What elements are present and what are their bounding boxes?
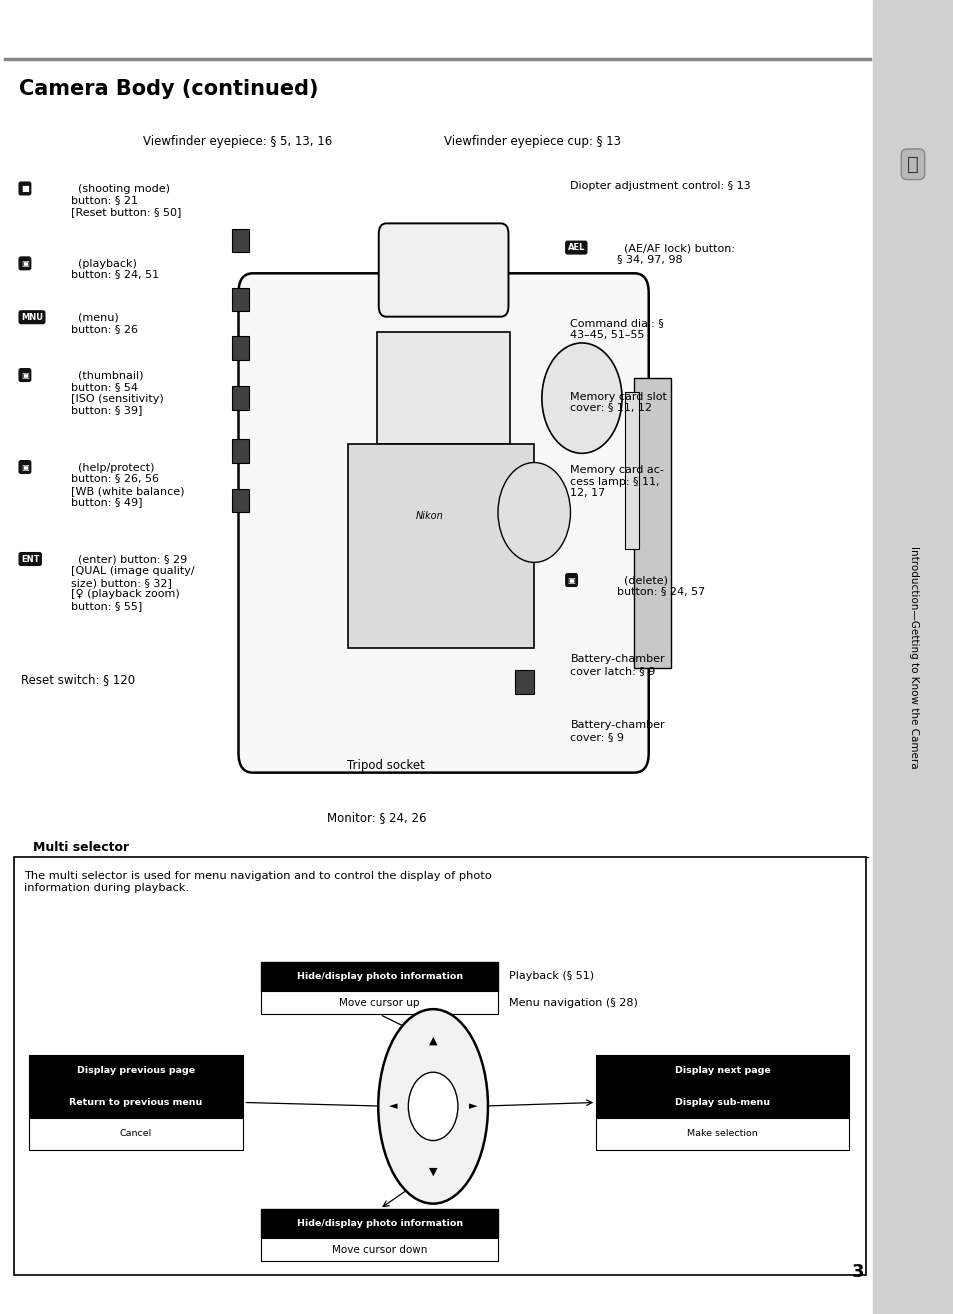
- Bar: [596, 1087, 848, 1118]
- Text: The multi selector is used for menu navigation and to control the display of pho: The multi selector is used for menu navi…: [24, 871, 491, 892]
- Text: ◄: ◄: [389, 1101, 396, 1112]
- Text: Monitor: § 24, 26: Monitor: § 24, 26: [327, 811, 426, 824]
- FancyBboxPatch shape: [238, 273, 648, 773]
- Text: AEL: AEL: [567, 243, 584, 252]
- Text: Hide/display photo information: Hide/display photo information: [296, 972, 462, 980]
- Text: Diopter adjustment control: § 13: Diopter adjustment control: § 13: [570, 181, 750, 192]
- Bar: [261, 1209, 497, 1238]
- Bar: [624, 392, 639, 549]
- Bar: [596, 1118, 848, 1150]
- Text: Battery-chamber
cover: § 9: Battery-chamber cover: § 9: [570, 720, 664, 741]
- Text: Viewfinder eyepiece: § 5, 13, 16: Viewfinder eyepiece: § 5, 13, 16: [143, 135, 332, 148]
- Bar: [232, 229, 249, 252]
- Text: Move cursor down: Move cursor down: [332, 1244, 427, 1255]
- Bar: [232, 288, 249, 311]
- Text: ▣: ▣: [567, 576, 575, 585]
- Bar: [232, 336, 249, 360]
- Bar: [14, 857, 865, 1275]
- Circle shape: [497, 463, 570, 562]
- Text: Cancel: Cancel: [120, 1130, 152, 1138]
- Text: Multi selector: Multi selector: [33, 841, 130, 854]
- Text: Display sub-menu: Display sub-menu: [675, 1099, 769, 1106]
- Text: ⌖: ⌖: [906, 155, 918, 173]
- FancyBboxPatch shape: [378, 223, 508, 317]
- Text: Make selection: Make selection: [686, 1130, 758, 1138]
- Bar: [29, 1087, 243, 1118]
- Text: MNU: MNU: [21, 313, 43, 322]
- Text: (enter) button: § 29
[QUAL (image quality/
size) button: § 32]
[♀ (playback zoom: (enter) button: § 29 [QUAL (image qualit…: [71, 555, 194, 611]
- Bar: [261, 991, 497, 1014]
- Text: ▣: ▣: [21, 259, 29, 268]
- Text: ■: ■: [21, 184, 29, 193]
- Text: ENT: ENT: [21, 555, 39, 564]
- Bar: [376, 332, 510, 444]
- Text: Tripod socket: Tripod socket: [347, 759, 425, 773]
- Text: ▣: ▣: [21, 463, 29, 472]
- Bar: [29, 1118, 243, 1150]
- Text: Memory card ac-
cess lamp: § 11,
12, 17: Memory card ac- cess lamp: § 11, 12, 17: [570, 465, 663, 498]
- Text: ►: ►: [469, 1101, 476, 1112]
- Text: Playback (§ 51): Playback (§ 51): [509, 971, 594, 982]
- Bar: [261, 962, 497, 991]
- Text: (menu)
button: § 26: (menu) button: § 26: [71, 313, 137, 334]
- Text: ▣: ▣: [21, 371, 29, 380]
- Bar: [348, 444, 534, 648]
- Text: Introduction—Getting to Know the Camera: Introduction—Getting to Know the Camera: [908, 545, 918, 769]
- Text: Battery-chamber
cover latch: § 9: Battery-chamber cover latch: § 9: [570, 654, 664, 675]
- Text: (playback)
button: § 24, 51: (playback) button: § 24, 51: [71, 259, 158, 280]
- Bar: [232, 439, 249, 463]
- Text: Display next page: Display next page: [674, 1067, 770, 1075]
- Ellipse shape: [377, 1009, 488, 1204]
- Text: (delete)
button: § 24, 57: (delete) button: § 24, 57: [617, 576, 705, 597]
- Bar: [29, 1055, 243, 1087]
- Bar: [515, 670, 534, 694]
- Bar: [232, 386, 249, 410]
- Circle shape: [541, 343, 621, 453]
- Text: Camera Body (continued): Camera Body (continued): [19, 79, 318, 99]
- Circle shape: [408, 1072, 457, 1141]
- Text: ▲: ▲: [429, 1035, 436, 1046]
- Text: ▼: ▼: [429, 1167, 436, 1177]
- Text: (thumbnail)
button: § 54
[ISO (sensitivity)
button: § 39]: (thumbnail) button: § 54 [ISO (sensitivi…: [71, 371, 163, 415]
- Bar: [634, 378, 670, 668]
- Text: Viewfinder eyepiece cup: § 13: Viewfinder eyepiece cup: § 13: [443, 135, 620, 148]
- Bar: [261, 1238, 497, 1261]
- Text: Command dial: §
43–45, 51–55: Command dial: § 43–45, 51–55: [570, 318, 663, 339]
- Text: Memory card slot
cover: § 11, 12: Memory card slot cover: § 11, 12: [570, 392, 667, 413]
- Bar: [596, 1055, 848, 1087]
- Text: Reset switch: § 120: Reset switch: § 120: [21, 673, 135, 686]
- Text: (shooting mode)
button: § 21
[Reset button: § 50]: (shooting mode) button: § 21 [Reset butt…: [71, 184, 181, 217]
- Text: Display previous page: Display previous page: [77, 1067, 194, 1075]
- Text: Hide/display photo information: Hide/display photo information: [296, 1219, 462, 1227]
- Text: Return to previous menu: Return to previous menu: [70, 1099, 202, 1106]
- Bar: [232, 489, 249, 512]
- Text: Menu navigation (§ 28): Menu navigation (§ 28): [509, 997, 638, 1008]
- Text: (help/protect)
button: § 26, 56
[WB (white balance)
button: § 49]: (help/protect) button: § 26, 56 [WB (whi…: [71, 463, 184, 507]
- Text: 3: 3: [851, 1263, 863, 1281]
- Bar: [872, 0, 953, 1314]
- Text: Move cursor up: Move cursor up: [339, 997, 419, 1008]
- Text: (AE/AF lock) button:
§ 34, 97, 98: (AE/AF lock) button: § 34, 97, 98: [617, 243, 735, 264]
- Text: Nikon: Nikon: [415, 511, 443, 522]
